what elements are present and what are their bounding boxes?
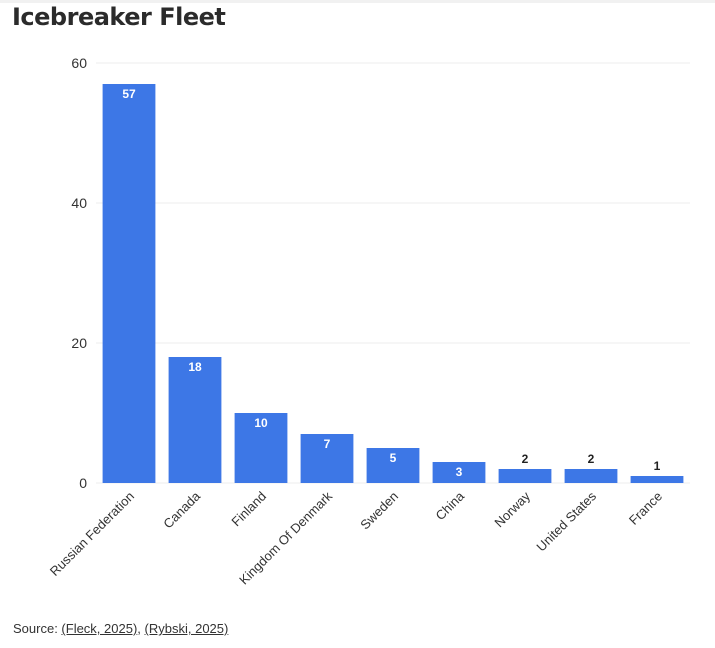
y-tick-label-60: 60: [71, 55, 87, 71]
chart-title: Icebreaker Fleet: [12, 3, 226, 31]
bar-china: [432, 462, 486, 483]
source-link-fleck[interactable]: (Fleck, 2025): [61, 621, 138, 636]
data-label-france: 1: [654, 459, 661, 473]
x-tick-label-russian-federation: Russian Federation: [47, 489, 137, 579]
y-tick-label-40: 40: [71, 195, 87, 211]
x-tick-label-finland: Finland: [228, 489, 269, 530]
source-footer: Source: (Fleck, 2025), (Rybski, 2025): [13, 621, 228, 636]
data-label-canada: 18: [188, 360, 202, 374]
bar-finland: [234, 413, 288, 483]
x-tick-label-canada: Canada: [160, 488, 203, 531]
y-tick-label-20: 20: [71, 335, 87, 351]
bar-canada: [168, 357, 222, 483]
source-link-rybski[interactable]: (Rybski, 2025): [144, 621, 229, 636]
bar-sweden: [366, 448, 420, 483]
bar-norway: [498, 469, 552, 483]
bar-russian-federation: [102, 84, 156, 483]
bar-kingdom-of-denmark: [300, 434, 354, 483]
data-label-kingdom-of-denmark: 7: [324, 437, 331, 451]
top-border: [0, 0, 715, 3]
bar-france: [630, 476, 684, 483]
source-separator: ,: [137, 621, 145, 636]
data-label-sweden: 5: [390, 451, 397, 465]
data-label-russian-federation: 57: [122, 87, 136, 101]
data-label-finland: 10: [254, 416, 268, 430]
x-tick-label-united-states: United States: [533, 488, 599, 554]
data-label-united-states: 2: [588, 452, 595, 466]
data-label-norway: 2: [522, 452, 529, 466]
bar-united-states: [564, 469, 618, 483]
source-prefix: Source:: [13, 621, 62, 636]
y-tick-label-0: 0: [79, 475, 87, 491]
data-label-china: 3: [456, 465, 463, 479]
x-tick-label-norway: Norway: [491, 488, 533, 530]
x-tick-label-france: France: [626, 489, 665, 528]
x-tick-label-china: China: [432, 488, 467, 523]
x-tick-label-sweden: Sweden: [357, 489, 401, 533]
